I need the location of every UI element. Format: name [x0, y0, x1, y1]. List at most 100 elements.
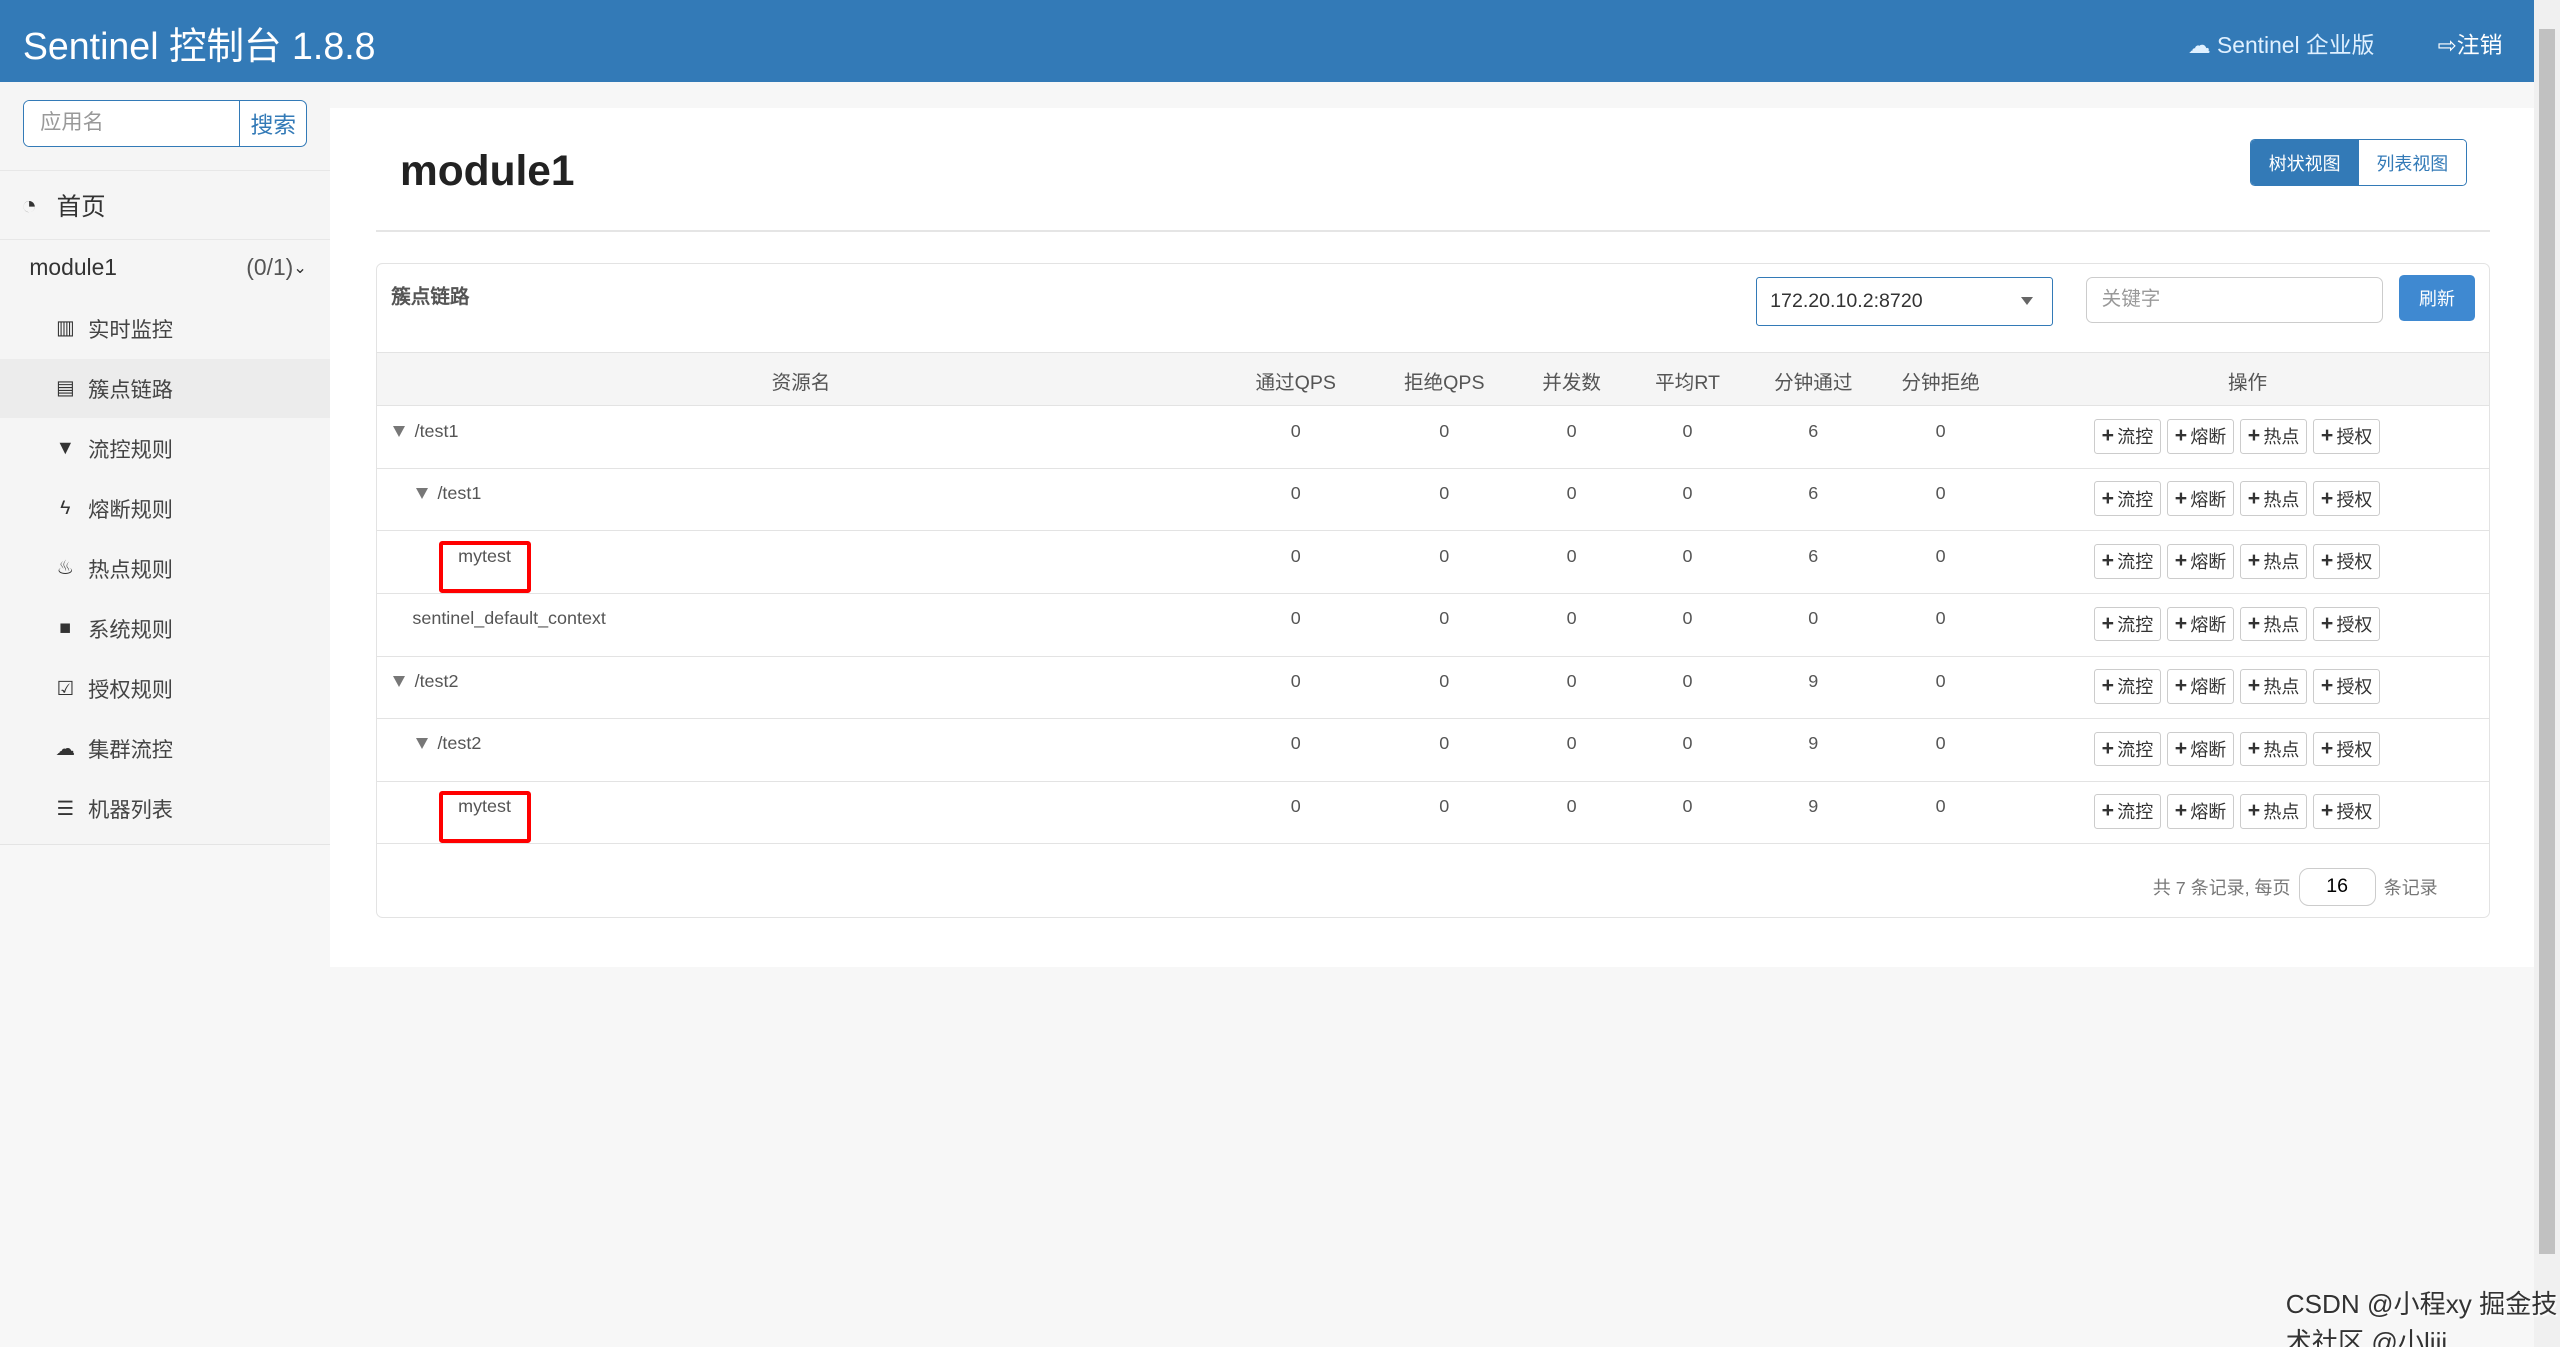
add-rule-button[interactable]: + 流控: [2094, 794, 2161, 829]
add-rule-button[interactable]: + 热点: [2240, 669, 2307, 704]
add-rule-button[interactable]: + 授权: [2313, 731, 2380, 767]
scrollbar-thumb[interactable]: [2538, 29, 2556, 1254]
cloud-icon: ☁: [55, 737, 76, 760]
add-rule-button[interactable]: + 授权: [2313, 606, 2380, 642]
tree-view-button[interactable]: 树状视图: [2250, 139, 2359, 186]
plus-icon: +: [2247, 799, 2261, 823]
add-rule-button[interactable]: + 熔断: [2167, 544, 2234, 579]
add-rule-button[interactable]: + 授权: [2313, 418, 2380, 454]
expand-triangle-icon[interactable]: [392, 425, 405, 437]
add-rule-button[interactable]: + 熔断: [2167, 418, 2234, 454]
add-rule-button[interactable]: + 熔断: [2167, 794, 2234, 829]
expand-triangle-icon[interactable]: [415, 488, 428, 499]
plus-icon: +: [2174, 736, 2188, 760]
metric-cell: 9: [1808, 733, 1819, 754]
enterprise-link[interactable]: ☁ Sentinel 企业版: [2187, 32, 2375, 59]
sidebar-item-5[interactable]: ■ 系统规则: [0, 599, 330, 658]
add-rule-button[interactable]: + 流控: [2094, 481, 2161, 517]
sidebar-item-4[interactable]: ♨ 热点规则: [0, 539, 330, 598]
metric-cell: 0: [1566, 733, 1577, 754]
add-rule-button[interactable]: + 热点: [2240, 794, 2307, 829]
plus-icon: +: [2320, 486, 2334, 510]
view-toggle: 树状视图 列表视图: [2249, 138, 2468, 187]
bar-chart-icon: ▥: [56, 317, 75, 340]
resource-name[interactable]: /test2: [415, 733, 481, 754]
metric-cell: 0: [1935, 608, 1946, 629]
add-rule-button[interactable]: + 热点: [2240, 544, 2307, 579]
plus-icon: +: [2101, 736, 2115, 760]
add-rule-button[interactable]: + 流控: [2094, 418, 2161, 454]
metric-cell: 0: [1566, 608, 1577, 629]
sidebar-item-6[interactable]: ☑ 授权规则: [0, 659, 330, 718]
keyword-input[interactable]: [2085, 276, 2384, 323]
th-list-icon: ☰: [56, 797, 75, 820]
resource-name[interactable]: /test1: [392, 421, 458, 442]
resource-name: sentinel_default_context: [412, 608, 606, 629]
machine-select[interactable]: 172.20.10.2:8720: [1756, 276, 2054, 326]
add-rule-button[interactable]: + 流控: [2094, 544, 2161, 579]
expand-triangle-icon[interactable]: [392, 675, 405, 687]
sidebar-app-module1[interactable]: module1 (0/1) ⌄: [29, 254, 307, 281]
table-row: /test2 0 0 0 0 9 0 + 流控 + 熔断 + 热点 + 授权: [376, 719, 2490, 782]
metric-cell: 0: [1439, 545, 1450, 566]
add-rule-button[interactable]: + 流控: [2094, 669, 2161, 704]
sidebar-item-home[interactable]: ◔ 首页: [0, 169, 330, 241]
page-size-input[interactable]: [2298, 867, 2376, 906]
add-rule-button[interactable]: + 授权: [2313, 794, 2380, 829]
add-rule-button[interactable]: + 熔断: [2167, 669, 2234, 704]
resource-name: mytest: [438, 540, 532, 593]
caret-down-icon: [2020, 297, 2033, 306]
plus-icon: +: [2101, 799, 2115, 823]
sidebar-item-7[interactable]: ☁ 集群流控: [55, 737, 174, 763]
column-header: 分钟通过: [1774, 372, 1853, 395]
add-rule-button[interactable]: + 流控: [2094, 606, 2161, 642]
add-rule-button[interactable]: + 流控: [2094, 731, 2161, 767]
sidebar-item-1[interactable]: ▤ 簇点链路: [0, 358, 330, 418]
sidebar-item-0[interactable]: ▥ 实时监控: [0, 299, 330, 358]
add-rule-button[interactable]: + 热点: [2240, 606, 2307, 642]
metric-cell: 0: [1439, 483, 1450, 504]
app-search-input[interactable]: [23, 100, 240, 147]
app-title: Sentinel 控制台 1.8.8: [22, 24, 376, 67]
metric-cell: 0: [1566, 670, 1577, 691]
page-scrollbar[interactable]: [2533, 0, 2560, 1347]
row-actions: + 流控 + 熔断 + 热点 + 授权: [2094, 606, 2380, 642]
logout-link[interactable]: ⇨注销: [2437, 32, 2503, 59]
plus-icon: +: [2320, 799, 2334, 823]
metric-cell: 0: [1935, 420, 1946, 441]
add-rule-button[interactable]: + 授权: [2313, 544, 2380, 579]
metric-cell: 6: [1808, 483, 1819, 504]
add-rule-button[interactable]: + 授权: [2313, 481, 2380, 517]
expand-triangle-icon[interactable]: [415, 738, 428, 749]
search-button[interactable]: 搜索: [239, 100, 306, 147]
add-rule-button[interactable]: + 热点: [2240, 418, 2307, 454]
add-rule-button[interactable]: + 热点: [2240, 731, 2307, 767]
plus-icon: +: [2174, 549, 2188, 573]
sign-out-icon: ⇨: [2437, 32, 2457, 59]
row-actions: + 流控 + 熔断 + 热点 + 授权: [2094, 794, 2380, 829]
plus-icon: +: [2174, 674, 2188, 698]
sidebar-item-8[interactable]: ☰ 机器列表: [0, 779, 330, 838]
plus-icon: +: [2320, 549, 2334, 573]
metric-cell: 0: [1290, 545, 1301, 566]
resource-name: mytest: [438, 790, 532, 843]
metric-cell: 0: [1935, 545, 1946, 566]
add-rule-button[interactable]: + 热点: [2240, 481, 2307, 517]
add-rule-button[interactable]: + 授权: [2313, 669, 2380, 704]
metric-cell: 0: [1290, 483, 1301, 504]
plus-icon: +: [2174, 486, 2188, 510]
metric-cell: 0: [1682, 483, 1693, 504]
metric-cell: 0: [1439, 670, 1450, 691]
resource-name[interactable]: /test2: [392, 671, 458, 692]
add-rule-button[interactable]: + 熔断: [2167, 481, 2234, 517]
sidebar-item-2[interactable]: ▼ 流控规则: [55, 436, 174, 462]
table-row: /test1 0 0 0 0 6 0 + 流控 + 熔断 + 热点 + 授权: [376, 468, 2490, 532]
sidebar-item-3[interactable]: ϟ 熔断规则: [0, 479, 330, 538]
refresh-button[interactable]: 刷新: [2399, 275, 2475, 321]
resource-name[interactable]: /test1: [415, 483, 481, 504]
add-rule-button[interactable]: + 熔断: [2167, 731, 2234, 767]
column-header: 平均RT: [1655, 372, 1720, 395]
add-rule-button[interactable]: + 熔断: [2167, 606, 2234, 642]
list-view-button[interactable]: 列表视图: [2358, 139, 2467, 186]
main-content: module1 树状视图 列表视图 簇点链路 172.20.10.2:8720 …: [329, 107, 2534, 967]
